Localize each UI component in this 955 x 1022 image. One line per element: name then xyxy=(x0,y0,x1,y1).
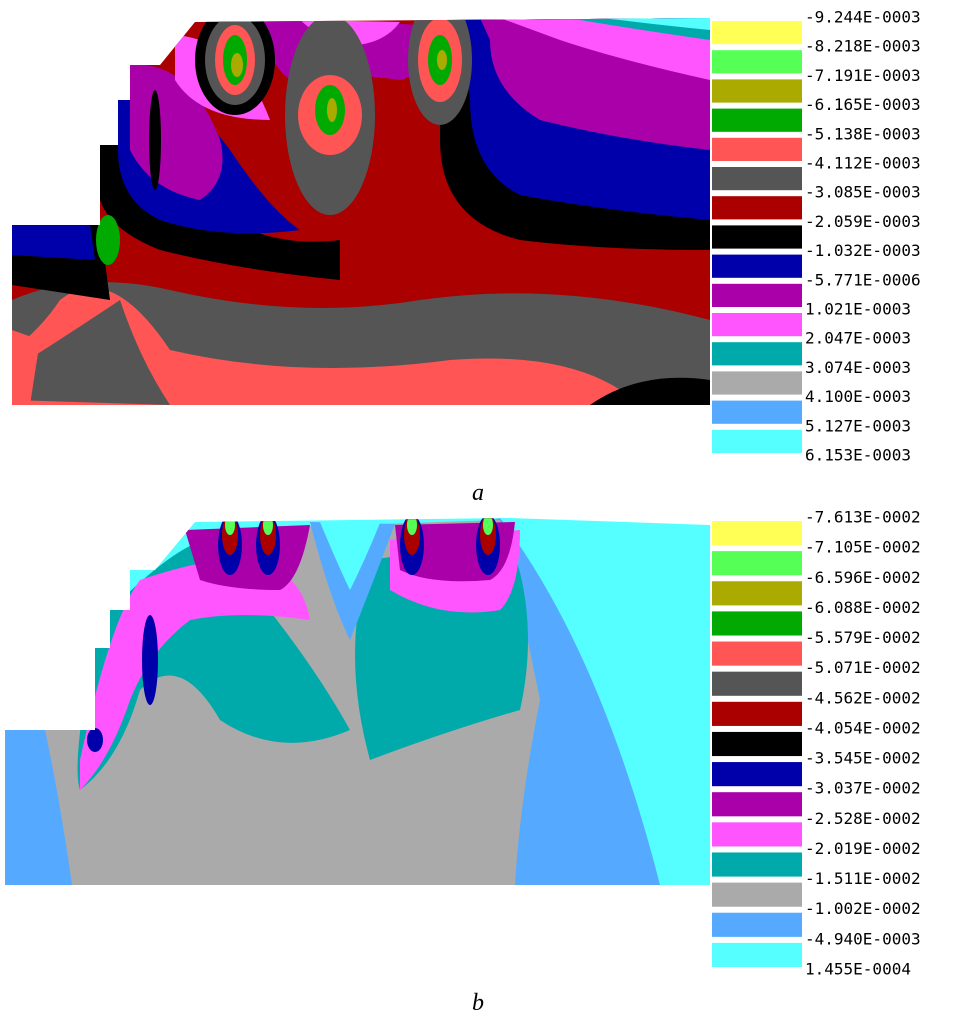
legend-swatch xyxy=(712,641,802,666)
legend-label: -7.613E-0002 xyxy=(805,508,921,527)
legend-swatch xyxy=(712,254,802,278)
legend-label: -3.545E-0002 xyxy=(805,749,921,768)
legend-label: -3.037E-0002 xyxy=(805,779,921,798)
legend-label: -8.218E-0003 xyxy=(805,37,921,56)
legend-label: -3.085E-0003 xyxy=(805,183,921,202)
legend-swatch xyxy=(712,792,802,817)
legend-label: -6.088E-0002 xyxy=(805,598,921,617)
legend-label: -7.105E-0002 xyxy=(805,538,921,557)
legend-swatch xyxy=(712,167,802,191)
legend-label: -7.191E-0003 xyxy=(805,66,921,85)
legend-label: -2.059E-0003 xyxy=(805,212,921,231)
legend-swatch xyxy=(712,731,802,757)
legend-swatch xyxy=(712,50,802,74)
legend-label: -5.138E-0003 xyxy=(805,124,921,143)
legend-swatch xyxy=(712,196,802,220)
legend-swatch xyxy=(712,400,802,424)
legend-swatch xyxy=(712,942,802,967)
legend-swatch xyxy=(712,429,802,453)
legend-swatch xyxy=(712,342,802,366)
legend-swatch xyxy=(712,521,802,546)
legend-swatch xyxy=(712,701,802,726)
contour-map-a xyxy=(12,18,710,405)
legend-swatch xyxy=(712,283,802,307)
legend-swatch xyxy=(712,581,802,606)
legend-swatch xyxy=(712,108,802,132)
legend-swatch xyxy=(712,611,802,636)
legend-label: 5.127E-0003 xyxy=(805,416,911,435)
legend-swatch xyxy=(712,225,802,249)
legend-swatch xyxy=(712,882,802,907)
legend-label: -5.771E-0006 xyxy=(805,270,921,289)
panel-caption: a xyxy=(472,480,484,506)
legend-swatch xyxy=(712,313,802,337)
legend-label: -4.940E-0003 xyxy=(805,929,921,948)
legend-swatch xyxy=(712,671,802,696)
legend-swatch xyxy=(712,912,802,937)
legend-label: -5.579E-0002 xyxy=(805,628,921,647)
legend-label: -2.528E-0002 xyxy=(805,809,921,828)
legend-swatch xyxy=(712,137,802,161)
legend-label: 1.021E-0003 xyxy=(805,300,911,319)
legend-label: 6.153E-0003 xyxy=(805,446,911,465)
legend-label: -5.071E-0002 xyxy=(805,658,921,677)
legend-label: -4.112E-0003 xyxy=(805,154,921,173)
legend-label: 2.047E-0003 xyxy=(805,329,911,348)
legend-label: -9.244E-0003 xyxy=(805,8,921,27)
legend-swatch xyxy=(712,852,802,877)
legend-label: -1.511E-0002 xyxy=(805,869,921,888)
legend-swatch xyxy=(712,371,802,395)
legend-swatch xyxy=(712,551,802,576)
legend-swatch xyxy=(712,21,802,45)
legend-label: -4.054E-0002 xyxy=(805,718,921,737)
legend-swatch xyxy=(712,822,802,847)
legend-label: 3.074E-0003 xyxy=(805,358,911,377)
legend-label: 4.100E-0003 xyxy=(805,387,911,406)
legend-label: -1.032E-0003 xyxy=(805,241,921,260)
legend-label: -6.596E-0002 xyxy=(805,568,921,587)
legend-label: -6.165E-0003 xyxy=(805,95,921,114)
legend-label: -4.562E-0002 xyxy=(805,688,921,707)
legend-swatch xyxy=(712,762,802,787)
legend-label: -1.002E-0002 xyxy=(805,899,921,918)
panel-caption: b xyxy=(472,990,484,1016)
contour-map-b xyxy=(5,518,710,885)
legend-swatch xyxy=(712,79,802,103)
legend-label: 1.455E-0004 xyxy=(805,960,911,979)
legend-label: -2.019E-0002 xyxy=(805,839,921,858)
